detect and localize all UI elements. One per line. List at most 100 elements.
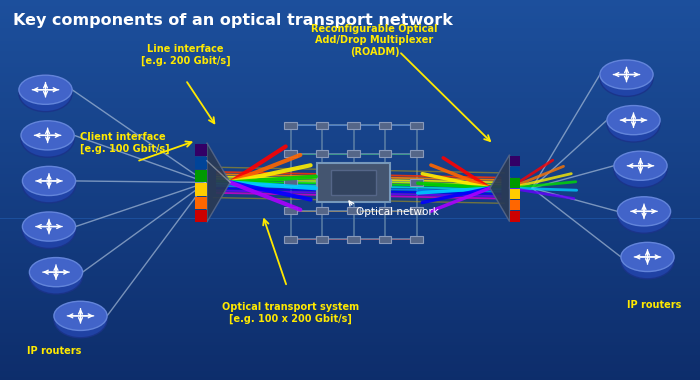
Bar (0, 6, 700, 10)
Bar (0, 231, 700, 234)
Bar (0, 35, 700, 38)
Ellipse shape (19, 75, 72, 112)
Bar (0, 57, 700, 60)
Bar (0, 250, 700, 253)
FancyBboxPatch shape (284, 122, 297, 129)
Bar (0, 171, 700, 174)
Bar (0, 3, 700, 6)
Bar (0, 177, 700, 180)
Bar (0, 291, 700, 294)
Polygon shape (207, 142, 230, 222)
Text: Optical network: Optical network (356, 207, 438, 217)
Bar (0, 54, 700, 57)
Ellipse shape (22, 166, 76, 203)
Bar (0, 193, 700, 196)
Bar (0, 345, 700, 348)
Bar (0, 288, 700, 291)
Ellipse shape (54, 301, 107, 331)
Bar (0, 152, 700, 155)
Bar (0, 339, 700, 342)
Bar (0, 247, 700, 250)
FancyBboxPatch shape (379, 150, 391, 157)
Bar (0, 63, 700, 66)
Bar (0, 329, 700, 332)
Bar (0, 98, 700, 101)
Ellipse shape (29, 258, 83, 287)
Bar (0, 10, 700, 13)
FancyBboxPatch shape (410, 150, 423, 157)
Bar (0, 28, 700, 32)
FancyBboxPatch shape (284, 236, 297, 243)
Bar (0, 95, 700, 98)
Bar (0, 272, 700, 276)
FancyBboxPatch shape (510, 211, 519, 222)
Bar (0, 48, 700, 51)
Bar (0, 323, 700, 326)
FancyBboxPatch shape (379, 179, 391, 186)
Text: Optical transport system
[e.g. 100 x 200 Gbit/s]: Optical transport system [e.g. 100 x 200… (222, 302, 359, 324)
Bar (0, 352, 700, 355)
Bar (0, 79, 700, 82)
Bar (0, 279, 700, 282)
FancyBboxPatch shape (347, 122, 360, 129)
Bar (0, 168, 700, 171)
Bar (0, 32, 700, 35)
Ellipse shape (19, 75, 72, 105)
Text: IP routers: IP routers (627, 300, 682, 310)
Bar (0, 355, 700, 358)
FancyBboxPatch shape (510, 167, 519, 177)
FancyBboxPatch shape (195, 144, 207, 156)
Text: Line interface
[e.g. 200 Gbit/s]: Line interface [e.g. 200 Gbit/s] (141, 44, 230, 66)
Bar (0, 180, 700, 184)
Ellipse shape (614, 151, 667, 188)
Bar (0, 307, 700, 310)
Ellipse shape (614, 151, 667, 180)
Text: IP routers: IP routers (27, 347, 82, 356)
Bar (0, 86, 700, 89)
Ellipse shape (29, 258, 83, 294)
Bar (0, 142, 700, 146)
Ellipse shape (21, 121, 74, 150)
Bar (0, 228, 700, 231)
Bar (0, 282, 700, 285)
Bar (0, 285, 700, 288)
FancyBboxPatch shape (284, 207, 297, 214)
Bar (0, 266, 700, 269)
Bar (0, 44, 700, 48)
Bar (0, 256, 700, 260)
Text: Reconfigurable Optical
Add/Drop Multiplexer
(ROADM): Reconfigurable Optical Add/Drop Multiple… (312, 24, 438, 57)
Ellipse shape (22, 212, 76, 249)
Ellipse shape (22, 166, 76, 196)
Bar (0, 108, 700, 111)
FancyBboxPatch shape (331, 170, 376, 195)
Bar (0, 317, 700, 320)
Bar (0, 0, 700, 3)
Bar (0, 124, 700, 127)
Bar (0, 117, 700, 120)
Bar (0, 203, 700, 206)
FancyBboxPatch shape (195, 170, 207, 182)
Bar (0, 301, 700, 304)
FancyBboxPatch shape (284, 150, 297, 157)
FancyBboxPatch shape (316, 122, 328, 129)
Bar (0, 190, 700, 193)
FancyBboxPatch shape (195, 197, 207, 209)
Bar (0, 51, 700, 54)
Bar (0, 22, 700, 25)
Bar (0, 155, 700, 158)
FancyBboxPatch shape (410, 236, 423, 243)
Bar (0, 212, 700, 215)
FancyBboxPatch shape (195, 210, 207, 222)
Bar (0, 348, 700, 352)
Ellipse shape (617, 197, 671, 233)
FancyBboxPatch shape (195, 157, 207, 169)
Bar (0, 196, 700, 200)
Bar (0, 111, 700, 114)
Bar (0, 269, 700, 272)
Bar (0, 276, 700, 279)
Bar (0, 120, 700, 124)
FancyBboxPatch shape (195, 184, 207, 196)
Bar (0, 139, 700, 142)
Bar (0, 187, 700, 190)
Bar (0, 165, 700, 168)
